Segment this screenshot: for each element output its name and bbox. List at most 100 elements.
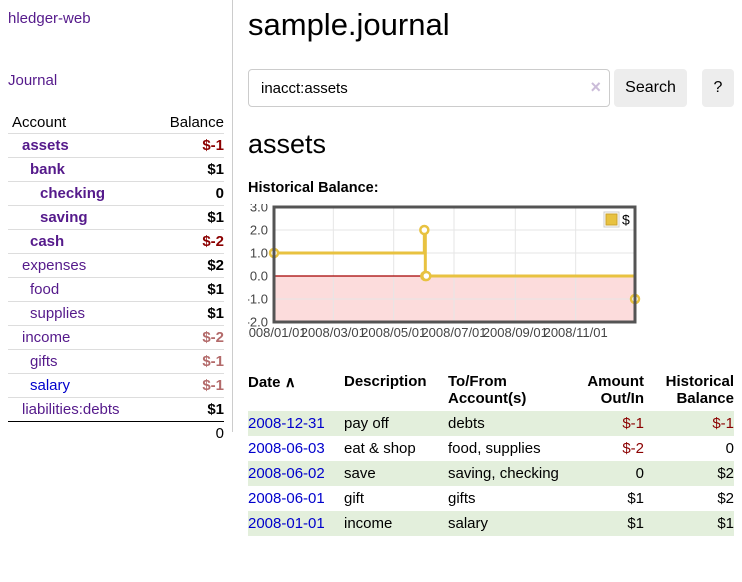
account-balance: $1 bbox=[207, 209, 224, 226]
account-link-cash[interactable]: cash bbox=[30, 233, 65, 250]
accounts-header-account: Account bbox=[12, 113, 67, 131]
historical-balance-chart: 3.0 2.0 1.0 0.0 -1.0 -2.02008/01/012008/03/01… bbox=[241, 200, 734, 349]
page-title: sample.journal bbox=[248, 7, 450, 42]
transaction-description: gift bbox=[344, 490, 365, 507]
account-link-supplies[interactable]: supplies bbox=[30, 305, 86, 322]
transaction-row: 2008-06-02 save saving, checking 0 $2 bbox=[248, 461, 734, 486]
account-balance: $-1 bbox=[202, 353, 224, 370]
account-row: bank $1 bbox=[8, 157, 224, 181]
transaction-accounts: salary bbox=[448, 515, 489, 532]
plot-border bbox=[272, 205, 637, 324]
account-link-food[interactable]: food bbox=[30, 281, 60, 298]
y-tick-label: -2.0 bbox=[248, 315, 268, 330]
search-form: × Search ? bbox=[248, 69, 734, 107]
transaction-row: 2008-06-01 gift gifts $1 $2 bbox=[248, 486, 734, 511]
account-link-assets[interactable]: assets bbox=[22, 137, 69, 154]
transaction-accounts: debts bbox=[448, 415, 485, 432]
account-row: saving $1 bbox=[8, 205, 224, 229]
transaction-date-link[interactable]: 2008-06-02 bbox=[248, 465, 325, 482]
data-point-marker bbox=[419, 224, 430, 236]
account-balance: $-1 bbox=[202, 377, 224, 394]
x-tick-label: 2008/05/01 bbox=[361, 325, 426, 340]
accounts-total-row: 0 bbox=[8, 421, 224, 445]
account-link-liabilities-debts[interactable]: liabilities:debts bbox=[22, 401, 120, 418]
data-point-marker bbox=[421, 270, 432, 282]
y-tick-label: 2.0 bbox=[250, 223, 268, 238]
account-balance: $1 bbox=[207, 401, 224, 418]
search-button[interactable]: Search bbox=[614, 69, 687, 107]
account-row: cash $-2 bbox=[8, 229, 224, 253]
chart-title: Historical Balance: bbox=[248, 180, 379, 196]
transaction-description: eat & shop bbox=[344, 440, 416, 457]
transaction-row: 2008-12-31 pay off debts $-1 $-1 bbox=[248, 411, 734, 436]
transaction-date-link[interactable]: 2008-01-01 bbox=[248, 515, 325, 532]
account-link-expenses[interactable]: expenses bbox=[22, 257, 87, 274]
account-link-bank[interactable]: bank bbox=[30, 161, 66, 178]
accounts-table: Account Balance assets $-1 bank $1 check… bbox=[8, 111, 224, 445]
account-row: food $1 bbox=[8, 277, 224, 301]
search-box: × bbox=[248, 69, 610, 107]
column-header-accounts: To/From Account(s) bbox=[448, 373, 527, 407]
app-brand-link[interactable]: hledger-web bbox=[8, 10, 91, 27]
account-balance: $1 bbox=[207, 305, 224, 322]
nav-journal-link[interactable]: Journal bbox=[8, 72, 58, 89]
register-header-row: Date ∧ Description To/From Account(s) Am… bbox=[248, 369, 734, 411]
sidebar-divider bbox=[232, 0, 233, 432]
account-link-salary[interactable]: salary bbox=[30, 377, 71, 394]
y-tick-label: -1.0 bbox=[248, 292, 268, 307]
x-tick-label: 2008/11/01 bbox=[544, 325, 608, 340]
sort-asc-icon: ∧ bbox=[284, 374, 296, 391]
register-account-heading: assets bbox=[248, 129, 327, 159]
transaction-row: 2008-06-03 eat & shop food, supplies $-2… bbox=[248, 436, 734, 461]
main-content: sample.journal × Search ? assets Histori… bbox=[241, 0, 734, 536]
transaction-amount: 0 bbox=[635, 465, 644, 482]
search-input[interactable] bbox=[248, 69, 610, 107]
account-balance: $-1 bbox=[202, 137, 224, 154]
transaction-accounts: food, supplies bbox=[448, 440, 541, 457]
account-balance: $-2 bbox=[202, 329, 224, 346]
accounts-table-header: Account Balance bbox=[8, 111, 224, 133]
account-row: supplies $1 bbox=[8, 301, 224, 325]
accounts-header-balance: Balance bbox=[169, 113, 224, 131]
transaction-amount: $1 bbox=[627, 515, 644, 532]
chart-svg: 3.0 2.0 1.0 0.0 -1.0 -2.02008/01/012008/03/01… bbox=[241, 200, 641, 340]
account-balance: $2 bbox=[207, 257, 224, 274]
account-row: liabilities:debts $1 bbox=[8, 397, 224, 421]
column-header-date[interactable]: Date ∧ bbox=[248, 369, 344, 411]
account-link-saving[interactable]: saving bbox=[40, 209, 88, 226]
legend-label: $ bbox=[622, 212, 630, 228]
account-balance: 0 bbox=[215, 185, 224, 202]
transaction-description: income bbox=[344, 515, 393, 532]
date-header-label: Date bbox=[248, 374, 281, 391]
series-line bbox=[274, 228, 637, 299]
account-balance: $1 bbox=[207, 281, 224, 298]
sidebar: hledger-web Journal Account Balance asse… bbox=[0, 0, 232, 445]
transaction-date-link[interactable]: 2008-06-03 bbox=[248, 440, 325, 457]
transaction-balance: $-1 bbox=[712, 415, 734, 432]
y-tick-label: 3.0 bbox=[250, 204, 268, 215]
transaction-description: save bbox=[344, 465, 376, 482]
transaction-balance: 0 bbox=[725, 440, 734, 457]
account-link-gifts[interactable]: gifts bbox=[30, 353, 58, 370]
transaction-accounts: gifts bbox=[448, 490, 476, 507]
transaction-balance: $2 bbox=[717, 465, 734, 482]
transaction-row: 2008-01-01 income salary $1 $1 bbox=[248, 511, 734, 536]
transaction-description: pay off bbox=[344, 415, 389, 432]
help-button[interactable]: ? bbox=[702, 69, 734, 107]
account-row: checking 0 bbox=[8, 181, 224, 205]
transaction-balance: $1 bbox=[717, 515, 734, 532]
transaction-date-link[interactable]: 2008-06-01 bbox=[248, 490, 325, 507]
transaction-amount: $-2 bbox=[622, 440, 644, 457]
account-link-checking[interactable]: checking bbox=[40, 185, 106, 202]
x-tick-label: 2008/01/01 bbox=[248, 325, 307, 340]
account-row: expenses $2 bbox=[8, 253, 224, 277]
register-table: Date ∧ Description To/From Account(s) Am… bbox=[248, 369, 734, 536]
account-link-income[interactable]: income bbox=[22, 329, 71, 346]
x-tick-label: 2008/09/01 bbox=[483, 325, 548, 340]
x-tick-label: 2008/03/01 bbox=[301, 325, 366, 340]
transaction-amount: $1 bbox=[627, 490, 644, 507]
transaction-date-link[interactable]: 2008-12-31 bbox=[248, 415, 325, 432]
clear-search-icon[interactable]: × bbox=[590, 77, 601, 97]
column-header-historical: Historical Balance bbox=[665, 373, 734, 407]
sidebar-nav: Journal bbox=[8, 72, 224, 90]
